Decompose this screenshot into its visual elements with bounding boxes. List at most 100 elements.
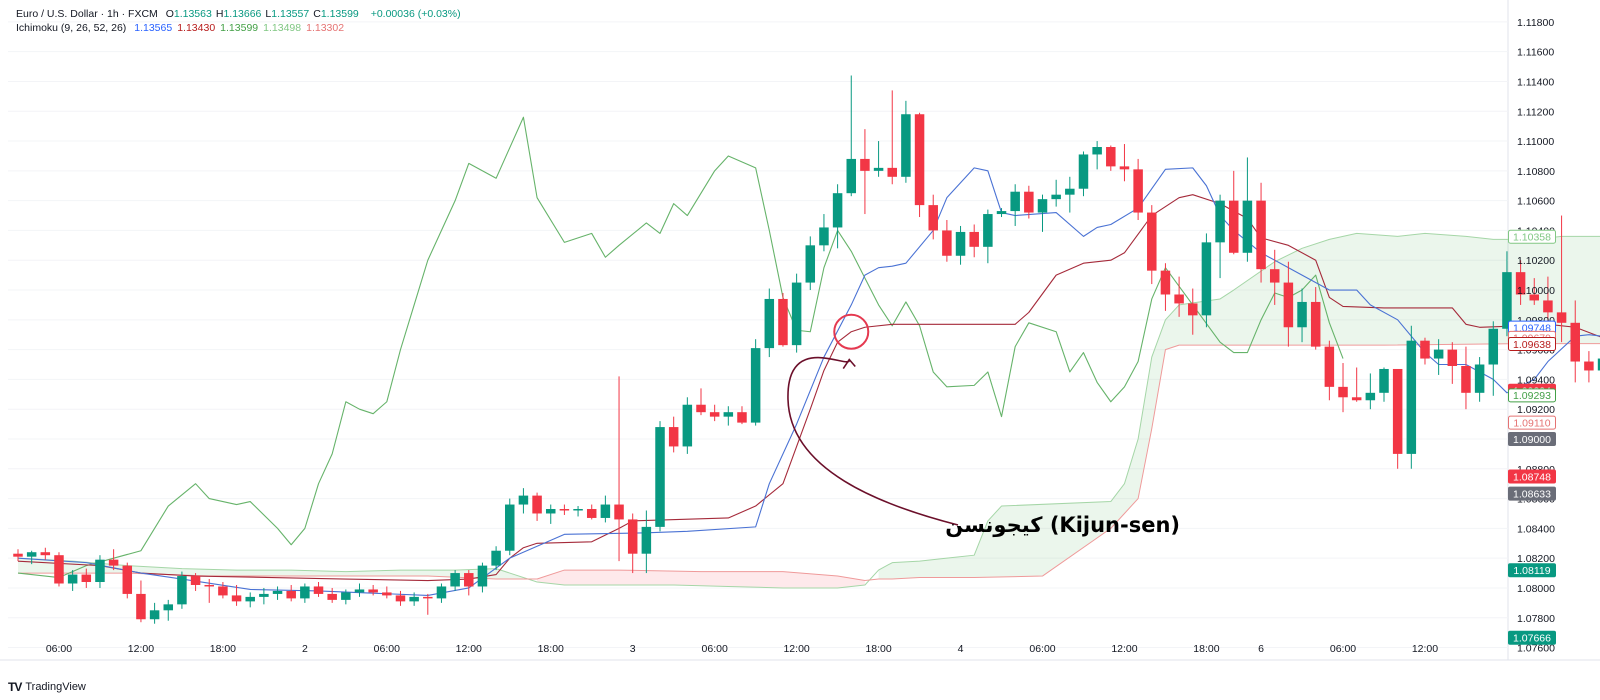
candle-bullish [163,604,174,611]
price-tag-bg [1508,388,1556,403]
candle-bearish [395,595,406,602]
indicator-value-1: 1.13430 [177,22,216,34]
chikou-span-line [17,116,1344,579]
ohlc-h: H1.13666 [215,8,262,20]
candle-bullish [1037,199,1048,213]
candle-bearish [559,509,570,511]
x-tick-label: 12:00 [456,643,482,655]
candle-bearish [382,592,392,596]
price-tag-label: 1.07666 [1513,633,1551,645]
candle-bearish [464,573,474,587]
candle-bullish [245,596,255,602]
price-tag-label: 1.08748 [1513,471,1551,483]
annotation-arrowhead-icon [842,358,856,369]
price-tag: 1.09000 [1508,431,1556,446]
indicator-legend[interactable]: Ichimoku (9, 26, 52, 26) 1.13565 1.13430 1… [16,22,354,34]
y-tick-label: 1.10800 [1517,166,1555,178]
indicator-values: 1.13565 1.13430 1.13599 1.13498 1.13302 [134,22,349,34]
price-tag-label: 1.09638 [1513,339,1551,351]
candle-bullish [791,282,802,346]
x-tick-label: 18:00 [538,643,564,655]
candle-bearish [1543,300,1553,313]
x-tick-label: 12:00 [128,643,154,655]
candle-bearish [942,230,952,256]
y-tick-label: 1.09200 [1517,404,1555,416]
price-tag-label: 1.08633 [1513,488,1551,500]
candle-bearish [286,590,296,599]
ohlc-o: O1.13563 [165,8,212,20]
candle-bullish [477,565,488,587]
cloud-bullish [18,558,524,580]
y-tick-label: 1.07600 [1517,643,1555,655]
candle-bearish [1461,365,1471,393]
price-tag-bg [1508,415,1556,430]
x-tick-label: 2 [302,643,308,655]
candle-bullish [901,114,911,177]
candle-bullish [409,596,419,602]
candle-bullish [1502,272,1512,329]
candle-bullish [873,167,884,171]
candle-bullish [750,348,761,423]
price-tag: 1.09110 [1508,415,1556,430]
candle-bullish [505,504,515,551]
ohlc-values: O1.13563 H1.13666 L1.13557 C1.13599 [166,8,363,20]
change-value: +0.00036 (+0.03%) [370,8,461,20]
price-tag: 1.09638 [1508,336,1556,351]
candle-bearish [778,298,788,346]
x-tick-label: 4 [958,643,964,655]
time-axis[interactable]: 06:00 12:00 18:00 2 06:00 12:00 18:00 3 06:00 12:… [46,643,1438,655]
y-tick-label: 1.08000 [1517,583,1555,595]
kijun-highlight-circle [833,313,870,350]
candle-bearish [218,586,228,596]
symbol-legend[interactable]: Euro / U.S. Dollar · 1h · FXCM O1.13563 H… [16,8,466,20]
candle-bullish [1433,349,1444,359]
candle-bullish [1379,368,1389,393]
x-tick-label: 06:00 [46,643,72,655]
candle-bullish [26,552,37,557]
tradingview-footer[interactable]: TV TradingView [8,680,86,694]
candle-bullish [573,509,583,511]
candle-bearish [1174,294,1184,304]
price-tag-bg [1508,431,1556,446]
price-tag-bg [1508,563,1556,578]
candle-bullish [682,404,693,447]
indicator-value-4: 1.13302 [306,22,345,34]
y-tick-label: 1.11000 [1517,136,1554,148]
candle-bullish [67,574,78,584]
candle-bullish [259,593,269,597]
candle-bearish [190,576,201,585]
x-tick-label: 12:00 [1412,643,1438,655]
tradingview-brand: TradingView [25,681,86,693]
candle-bearish [81,574,92,583]
indicator-value-3: 1.13498 [263,22,302,34]
price-tag-label: 1.10358 [1513,231,1551,243]
candle-bearish [54,555,64,584]
y-tick-label: 1.09400 [1517,374,1555,386]
x-tick-label: 18:00 [210,643,236,655]
candle-bearish [1283,282,1294,328]
price-tag-label: 1.08119 [1513,565,1550,577]
candle-bearish [122,565,133,594]
candle-bearish [614,504,624,520]
indicator-name: Ichimoku (9, 26, 52, 26) [16,22,127,34]
candle-bullish [846,158,857,194]
candle-bearish [1119,166,1130,170]
candle-bullish [1010,191,1020,212]
y-tick-label: 1.11800 [1517,17,1554,29]
candle-bearish [709,412,720,417]
candle-bullish [1201,242,1212,316]
candle-bullish [354,589,365,593]
candle-bullish [436,586,447,599]
x-tick-label: 18:00 [1193,643,1219,655]
candlesticks [13,75,1600,624]
candle-bullish [1406,340,1417,454]
candle-bearish [668,427,679,447]
candle-bearish [1133,169,1143,213]
candle-bearish [1584,361,1594,371]
candle-bearish [423,596,433,599]
candle-bearish [1529,294,1540,301]
candle-bullish [655,427,665,527]
ohlc-l: L1.13557 [265,8,310,20]
candle-bearish [737,412,747,423]
